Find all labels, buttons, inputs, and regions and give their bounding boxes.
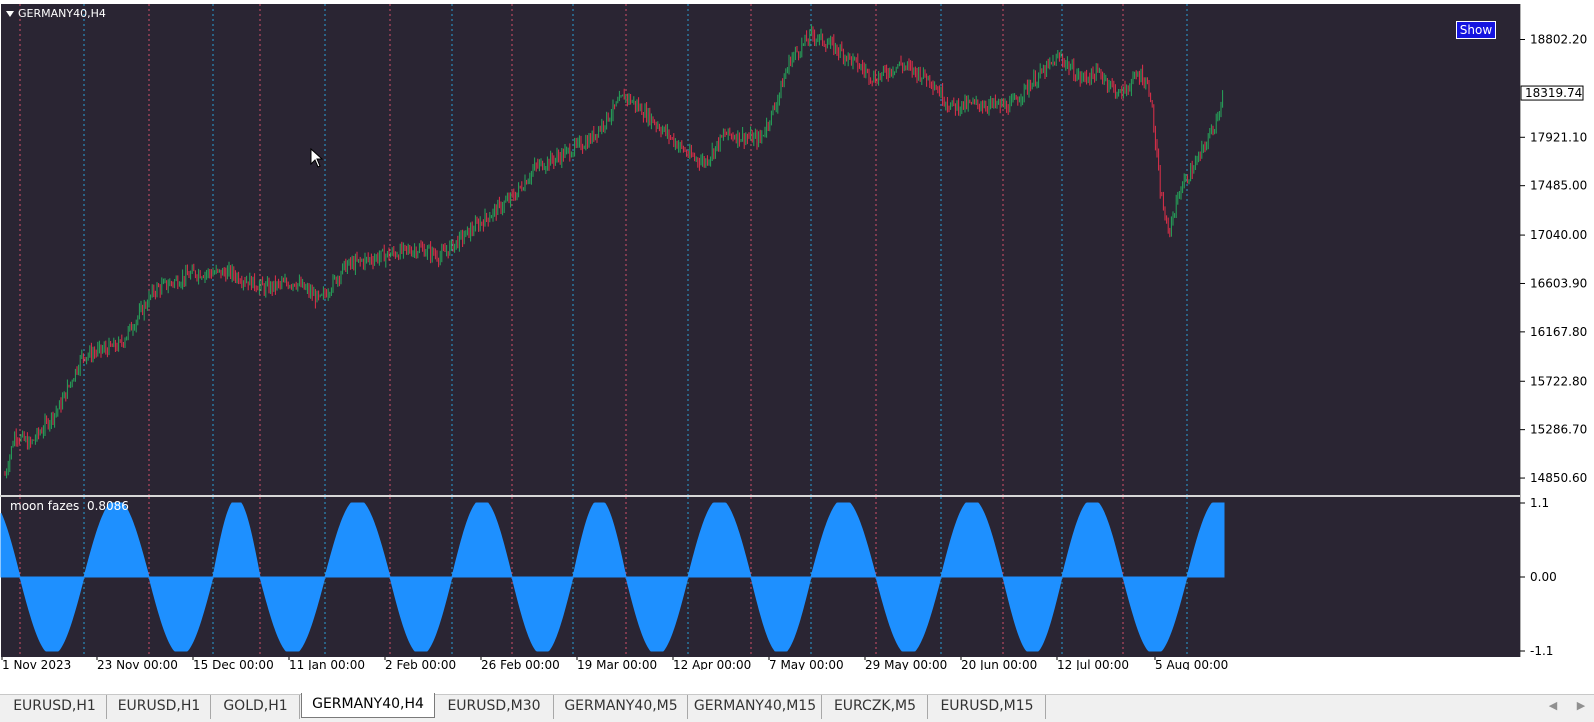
tab-eurusd-h1[interactable]: EURUSD,H1 xyxy=(108,695,211,719)
chart-tab-bar: EURUSD,H1 EURUSD,H1 GOLD,H1 GERMANY40,H4 EUR… xyxy=(0,693,1594,722)
mouse-cursor-icon xyxy=(310,148,324,168)
tab-germany40-m5[interactable]: GERMANY40,M5 xyxy=(555,695,688,719)
plot-area xyxy=(1,4,1521,495)
scroll-left-icon[interactable]: ◀ xyxy=(1548,699,1558,712)
time-tick-label: 1 Nov 2023 xyxy=(2,658,71,670)
time-tick-label: 12 Apr 00:00 xyxy=(673,658,751,670)
indicator-name: moon fazes xyxy=(10,499,80,513)
tab-eurusd-h1[interactable]: EURUSD,H1 xyxy=(3,695,107,719)
price-axis: 18802.20 17921.10 17485.00 17040.00 16603.90… xyxy=(1520,33,1587,485)
time-tick-label: 12 Jul 00:00 xyxy=(1057,658,1129,670)
indicator-title: moon fazes 0.8086 xyxy=(10,499,129,513)
indicator-canvas[interactable]: 1.1 0.00 -1.1 1 Nov 2023 23 Nov 00:00 15 Dec … xyxy=(0,495,1594,670)
time-axis-bg xyxy=(1,657,1521,670)
tab-eurusd-m15[interactable]: EURUSD,M15 xyxy=(929,695,1046,719)
price-tick-label: 16603.90 xyxy=(1530,276,1587,290)
time-axis: 1 Nov 2023 23 Nov 00:00 15 Dec 00:00 11 Jan… xyxy=(1,657,1228,670)
ind-tick-label: -1.1 xyxy=(1530,644,1553,658)
price-chart[interactable]: 18802.20 17921.10 17485.00 17040.00 16603.90… xyxy=(0,0,1594,495)
moon-phase-histogram xyxy=(0,502,1225,652)
chart-symbol-title[interactable]: GERMANY40,H4 xyxy=(6,7,106,20)
time-tick-label: 19 Mar 00:00 xyxy=(577,658,657,670)
tab-eurczk-m5[interactable]: EURCZK,M5 xyxy=(823,695,928,719)
price-tick-label: 14850.60 xyxy=(1530,471,1587,485)
collapse-triangle-icon[interactable] xyxy=(6,10,14,17)
indicator-value: 0.8086 xyxy=(86,499,129,513)
time-tick-label: 7 May 00:00 xyxy=(769,658,844,670)
tab-gold-h1[interactable]: GOLD,H1 xyxy=(212,695,300,719)
ind-axis: 1.1 0.00 -1.1 xyxy=(1520,496,1557,658)
time-tick-label: 29 May 00:00 xyxy=(865,658,947,670)
price-tick-label: 17921.10 xyxy=(1530,130,1587,144)
price-axis-bg xyxy=(1521,4,1594,495)
candles-group xyxy=(4,24,1224,479)
symbol-label: GERMANY40,H4 xyxy=(18,7,106,20)
price-tick-label: 17040.00 xyxy=(1530,228,1587,242)
time-tick-label: 23 Nov 00:00 xyxy=(97,658,178,670)
current-price-tag xyxy=(1520,85,1584,101)
price-tick-label: 17485.00 xyxy=(1530,179,1587,193)
time-tick-label: 2 Feb 00:00 xyxy=(385,658,456,670)
current-price-label: 18319.74 xyxy=(1525,86,1582,100)
ind-tick-label: 0.00 xyxy=(1530,570,1557,584)
tab-eurusd-m30[interactable]: EURUSD,M30 xyxy=(435,695,554,719)
ind-tick-label: 1.1 xyxy=(1530,496,1549,510)
price-tick-label: 18802.20 xyxy=(1530,33,1587,47)
tab-germany40-h4[interactable]: GERMANY40,H4 xyxy=(301,693,435,718)
time-tick-label: 11 Jan 00:00 xyxy=(289,658,365,670)
price-tick-label: 15722.80 xyxy=(1530,374,1587,388)
scroll-right-icon[interactable]: ▶ xyxy=(1576,699,1586,712)
time-tick-label: 15 Dec 00:00 xyxy=(193,658,274,670)
time-tick-label: 5 Aug 00:00 xyxy=(1155,658,1228,670)
price-tick-label: 16167.80 xyxy=(1530,325,1587,339)
price-tick-label: 15286.70 xyxy=(1530,423,1587,437)
show-button[interactable]: Show xyxy=(1456,21,1496,39)
price-chart-canvas[interactable]: 18802.20 17921.10 17485.00 17040.00 16603.90… xyxy=(0,0,1594,495)
time-tick-label: 20 Jun 00:00 xyxy=(961,658,1037,670)
moon-phase-indicator[interactable]: 1.1 0.00 -1.1 1 Nov 2023 23 Nov 00:00 15 Dec … xyxy=(0,495,1594,670)
time-tick-label: 26 Feb 00:00 xyxy=(481,658,560,670)
tab-germany40-m15[interactable]: GERMANY40,M15 xyxy=(689,695,822,719)
